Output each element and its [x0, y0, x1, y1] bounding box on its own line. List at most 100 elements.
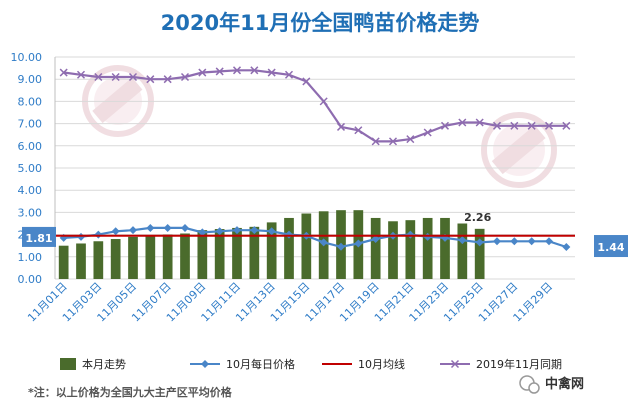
line-point: [59, 68, 68, 77]
line-point: [233, 226, 241, 235]
bar: [76, 243, 86, 279]
line-point: [146, 75, 155, 84]
line-point: [458, 236, 467, 245]
line-point: [475, 118, 484, 127]
line-point: [232, 66, 242, 75]
bar: [110, 239, 121, 279]
line-point: [250, 226, 259, 235]
line-point: [284, 70, 294, 79]
bar: [440, 217, 450, 279]
line-point: [388, 137, 398, 146]
line-point: [128, 72, 138, 82]
bars-group: [58, 210, 485, 279]
line-point: [111, 72, 120, 82]
y-axis-ticks: 0.001.002.003.004.005.006.007.008.009.00…: [11, 51, 43, 286]
bar: [180, 233, 190, 279]
legend: 本月走势 10月每日价格 10月均线 2019年11月同期: [60, 357, 562, 371]
bar: [249, 226, 260, 279]
bar: [457, 223, 468, 279]
line-point: [198, 228, 207, 237]
bar: [214, 229, 225, 279]
line-point: [94, 230, 103, 239]
line-point: [163, 75, 172, 84]
chart-title: 2020年11月份全国鸭苗价格走势: [161, 11, 480, 35]
line-point: [562, 121, 571, 130]
bar: [128, 236, 138, 279]
line-point: [354, 239, 363, 248]
line-point: [302, 77, 311, 86]
legend-label: 本月走势: [82, 357, 126, 371]
legend-label: 10月均线: [358, 357, 405, 371]
y-tick-label: 1.00: [18, 251, 43, 264]
lines-group: [55, 66, 575, 252]
y-tick-label: 9.00: [18, 73, 43, 86]
y-tick-label: 6.00: [18, 140, 43, 153]
line-point: [215, 67, 224, 76]
bar: [266, 222, 277, 279]
legend-marker: [201, 360, 209, 368]
legend-marker: [450, 359, 460, 369]
line-point: [111, 227, 120, 236]
line-point: [337, 242, 345, 251]
line-point: [493, 237, 501, 246]
line-point: [475, 238, 484, 247]
bar: [388, 221, 398, 279]
line-point: [215, 227, 224, 236]
footnote: *注：以上价格为全国九大主产区平均价格: [28, 385, 233, 399]
bar: [197, 230, 208, 279]
brand-mark: 中禽网: [519, 375, 584, 394]
bar: [162, 234, 173, 279]
legend-label: 2019年11月同期: [476, 357, 562, 371]
legend-label: 10月每日价格: [226, 357, 295, 371]
line-point: [336, 122, 346, 131]
line-point: [180, 72, 190, 82]
y-tick-label: 0.00: [18, 273, 43, 286]
line-point: [129, 226, 137, 235]
line-point: [198, 68, 207, 77]
line-point: [371, 235, 380, 244]
line-point: [250, 66, 259, 75]
line-point: [545, 237, 553, 246]
line-point: [458, 118, 467, 127]
x-axis-ticks: 11月01日11月03日11月05日11月07日11月09日11月11日11月1…: [25, 280, 555, 325]
callout-last-bg: [594, 235, 628, 258]
bar: [301, 213, 312, 279]
bar: [474, 228, 485, 279]
line-point: [544, 121, 554, 130]
bar: [232, 227, 242, 279]
y-tick-label: 3.00: [18, 206, 43, 219]
y-tick-label: 4.00: [18, 184, 43, 197]
y-tick-label: 8.00: [18, 95, 43, 108]
series-line-2: [63, 69, 567, 143]
line-point: [319, 97, 328, 106]
line-point: [527, 237, 536, 246]
line-point: [76, 70, 86, 79]
y-tick-label: 5.00: [18, 162, 43, 175]
watermark-logo-right: [481, 112, 557, 188]
line-point: [510, 121, 519, 130]
callout-first-bg: [22, 226, 56, 247]
data-labels: 2.26 1.81 1.44: [22, 211, 628, 258]
y-tick-label: 7.00: [18, 118, 43, 131]
line-point: [181, 223, 189, 232]
line-point: [562, 243, 571, 252]
line-point: [423, 128, 432, 137]
data-label-last-bar: 2.26: [464, 211, 491, 224]
series-line-0: [63, 226, 567, 249]
bar: [58, 245, 69, 279]
y-tick-label: 10.00: [11, 51, 43, 64]
brand-name: 中禽网: [545, 376, 584, 392]
line-point: [94, 72, 103, 82]
gridlines: [54, 56, 575, 280]
legend-swatch: [60, 358, 76, 370]
bar: [93, 241, 104, 279]
line-point: [354, 126, 363, 135]
line-point: [440, 121, 450, 130]
bar: [422, 217, 433, 279]
line-point: [527, 121, 536, 130]
callout-last-point: 1.44: [597, 241, 624, 254]
line-point: [267, 227, 276, 236]
line-point: [319, 238, 328, 247]
